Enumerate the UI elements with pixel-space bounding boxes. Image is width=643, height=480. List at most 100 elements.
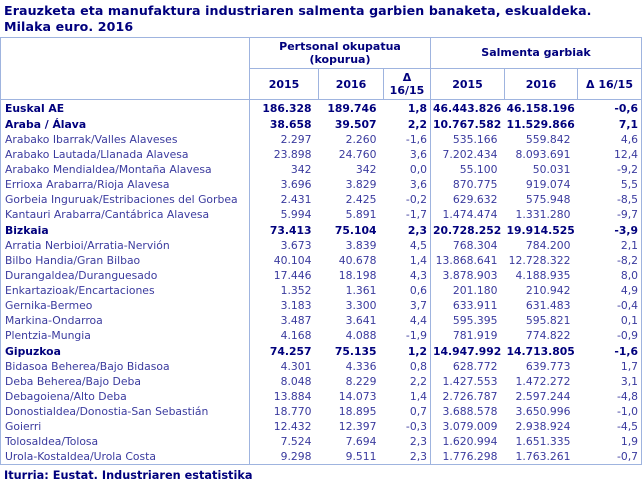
personnel-2016-cell: 40.678 [338,254,377,268]
table-row: Debagoiena/Alto Deba 13.884 14.073 1,4 2… [0,389,642,405]
personnel-2016-cell: 39.507 [334,117,377,131]
personnel-delta-cell: 1,4 [383,253,431,269]
sales-delta-cell: 7,1 [618,117,639,131]
table-row: Bidasoa Beherea/Bajo Bidasoa 4.301 4.336… [0,359,642,375]
region-name-cell: Markina-Ondarroa [0,313,250,329]
table-row: Deba Beherea/Bajo Deba 8.048 8.229 2,2 1… [0,374,642,390]
sales-2016-cell: 12.728.322 [508,254,571,268]
personnel-delta-cell: -1,9 [383,328,431,344]
personnel-delta-cell: 4,5 [383,238,431,254]
regional-sales-table: Pertsonal okupatua (kopurua) Salmenta ga… [0,36,643,466]
page-title-line1: Erauzketa eta manufaktura industriaren s… [4,3,592,18]
region-name-cell: Plentzia-Mungia [0,328,250,344]
sales-delta-cell: -1,6 [614,344,639,358]
personnel-delta-cell: -1,6 [383,132,431,148]
region-name-cell: Gipuzkoa [0,343,250,360]
sales-2016-cell: 210.942 [525,284,571,298]
sales-delta-cell: 0,1 [620,314,639,328]
page-title: Erauzketa eta manufaktura industriaren s… [0,0,643,37]
sales-2015-cell: 628.772 [452,360,498,374]
personnel-2016-cell: 75.135 [334,344,377,358]
table-row: Tolosaldea/Tolosa 7.524 7.694 2,3 1.620.… [0,434,642,450]
col-header-personnel-delta: Δ 16/15 [383,68,431,101]
sales-2015-cell: 1.776.298 [442,450,498,464]
table-row: Goierri 12.432 12.397 -0,3 3.079.009 2.9… [0,419,642,435]
personnel-2016-cell: 12.397 [338,420,377,434]
sales-2016-cell: 595.821 [525,314,571,328]
table-row: Gipuzkoa 74.257 75.135 1,2 14.947.992 14… [0,343,642,360]
sales-delta-cell: -9,7 [616,208,639,222]
region-name-cell: Enkartazioak/Encartaciones [0,283,250,299]
sales-2015-cell: 633.911 [452,299,498,313]
table-row: Euskal AE 186.328 189.746 1,8 46.443.826… [0,99,642,117]
sales-2016-cell: 575.948 [525,193,571,207]
personnel-delta-cell: 1,2 [383,343,431,360]
col-header-personnel-2015: 2015 [249,68,319,101]
personnel-2015-cell: 3.487 [280,314,312,328]
sales-2016-cell: 2.597.244 [515,390,571,404]
personnel-2016-cell: 18.895 [338,405,377,419]
sales-delta-cell: -0,7 [616,450,639,464]
region-name-cell: Debagoiena/Alto Deba [0,389,250,405]
region-name-cell: Arabako Mendialdea/Montaña Alavesa [0,162,250,178]
sales-2015-cell: 201.180 [452,284,498,298]
personnel-delta-cell: 4,4 [383,313,431,329]
table-row: Arabako Ibarrak/Valles Alaveses 2.297 2.… [0,132,642,148]
personnel-delta-cell: 1,4 [383,389,431,405]
personnel-2015-cell: 2.431 [280,193,312,207]
sales-2015-cell: 3.878.903 [442,269,498,283]
group-header-row: Pertsonal okupatua (kopurua) Salmenta ga… [0,36,643,101]
sales-delta-cell: 1,9 [620,435,639,449]
personnel-2016-cell: 3.300 [345,299,377,313]
personnel-2015-cell: 3.183 [280,299,312,313]
personnel-2015-cell: 5.994 [280,208,312,222]
sales-2016-cell: 1.763.261 [515,450,571,464]
sales-2015-cell: 3.688.578 [442,405,498,419]
personnel-2015-cell: 18.770 [273,405,312,419]
personnel-delta-cell: 3,7 [383,298,431,314]
personnel-delta-cell: 2,3 [383,222,431,239]
personnel-2016-cell: 8.229 [345,375,377,389]
personnel-2015-cell: 38.658 [269,117,312,131]
table-row: Donostialdea/Donostia-San Sebastián 18.7… [0,404,642,420]
personnel-2015-cell: 3.673 [280,239,312,253]
table-row: Markina-Ondarroa 3.487 3.641 4,4 595.395… [0,313,642,329]
sales-delta-cell: 5,5 [620,178,639,192]
personnel-2015-cell: 74.257 [269,344,312,358]
sales-2015-cell: 1.620.994 [442,435,498,449]
personnel-2016-cell: 3.829 [345,178,377,192]
personnel-delta-cell: -0,3 [383,419,431,435]
sales-2016-cell: 774.822 [525,329,571,343]
personnel-2015-cell: 1.352 [280,284,312,298]
personnel-delta-cell: 1,8 [383,99,431,117]
sales-delta-cell: -0,4 [616,299,639,313]
region-name-cell: Bizkaia [0,222,250,239]
personnel-delta-cell: -0,2 [383,192,431,208]
sales-2016-cell: 14.713.805 [506,344,575,358]
sales-2015-cell: 768.304 [452,239,498,253]
sales-2015-cell: 870.775 [452,178,498,192]
region-column-header [0,36,250,101]
personnel-2016-cell: 7.694 [345,435,377,449]
sales-delta-cell: -8,5 [616,193,639,207]
personnel-delta-cell: 0,6 [383,283,431,299]
sales-2016-cell: 639.773 [525,360,571,374]
sales-delta-cell: -1,0 [616,405,639,419]
region-name-cell: Bidasoa Beherea/Bajo Bidasoa [0,359,250,375]
personnel-2016-cell: 18.198 [338,269,377,283]
personnel-2016-cell: 3.641 [345,314,377,328]
personnel-delta-cell: 2,2 [383,374,431,390]
region-name-cell: Gernika-Bermeo [0,298,250,314]
personnel-2016-cell: 24.760 [338,148,377,162]
personnel-2015-cell: 4.168 [280,329,312,343]
table-row: Gorbeia Inguruak/Estribaciones del Gorbe… [0,192,642,208]
source-note: Iturria: Eustat. Industriaren estatistik… [4,469,253,480]
group-header-personnel: Pertsonal okupatua (kopurua) [249,36,431,70]
table-row: Kantauri Arabarra/Cantábrica Alavesa 5.9… [0,207,642,223]
sales-2016-cell: 4.188.935 [515,269,571,283]
sales-2016-cell: 19.914.525 [506,223,575,237]
region-name-cell: Araba / Álava [0,116,250,133]
personnel-2015-cell: 9.298 [280,450,312,464]
sales-delta-cell: 2,1 [620,239,639,253]
sales-2015-cell: 535.166 [452,133,498,147]
